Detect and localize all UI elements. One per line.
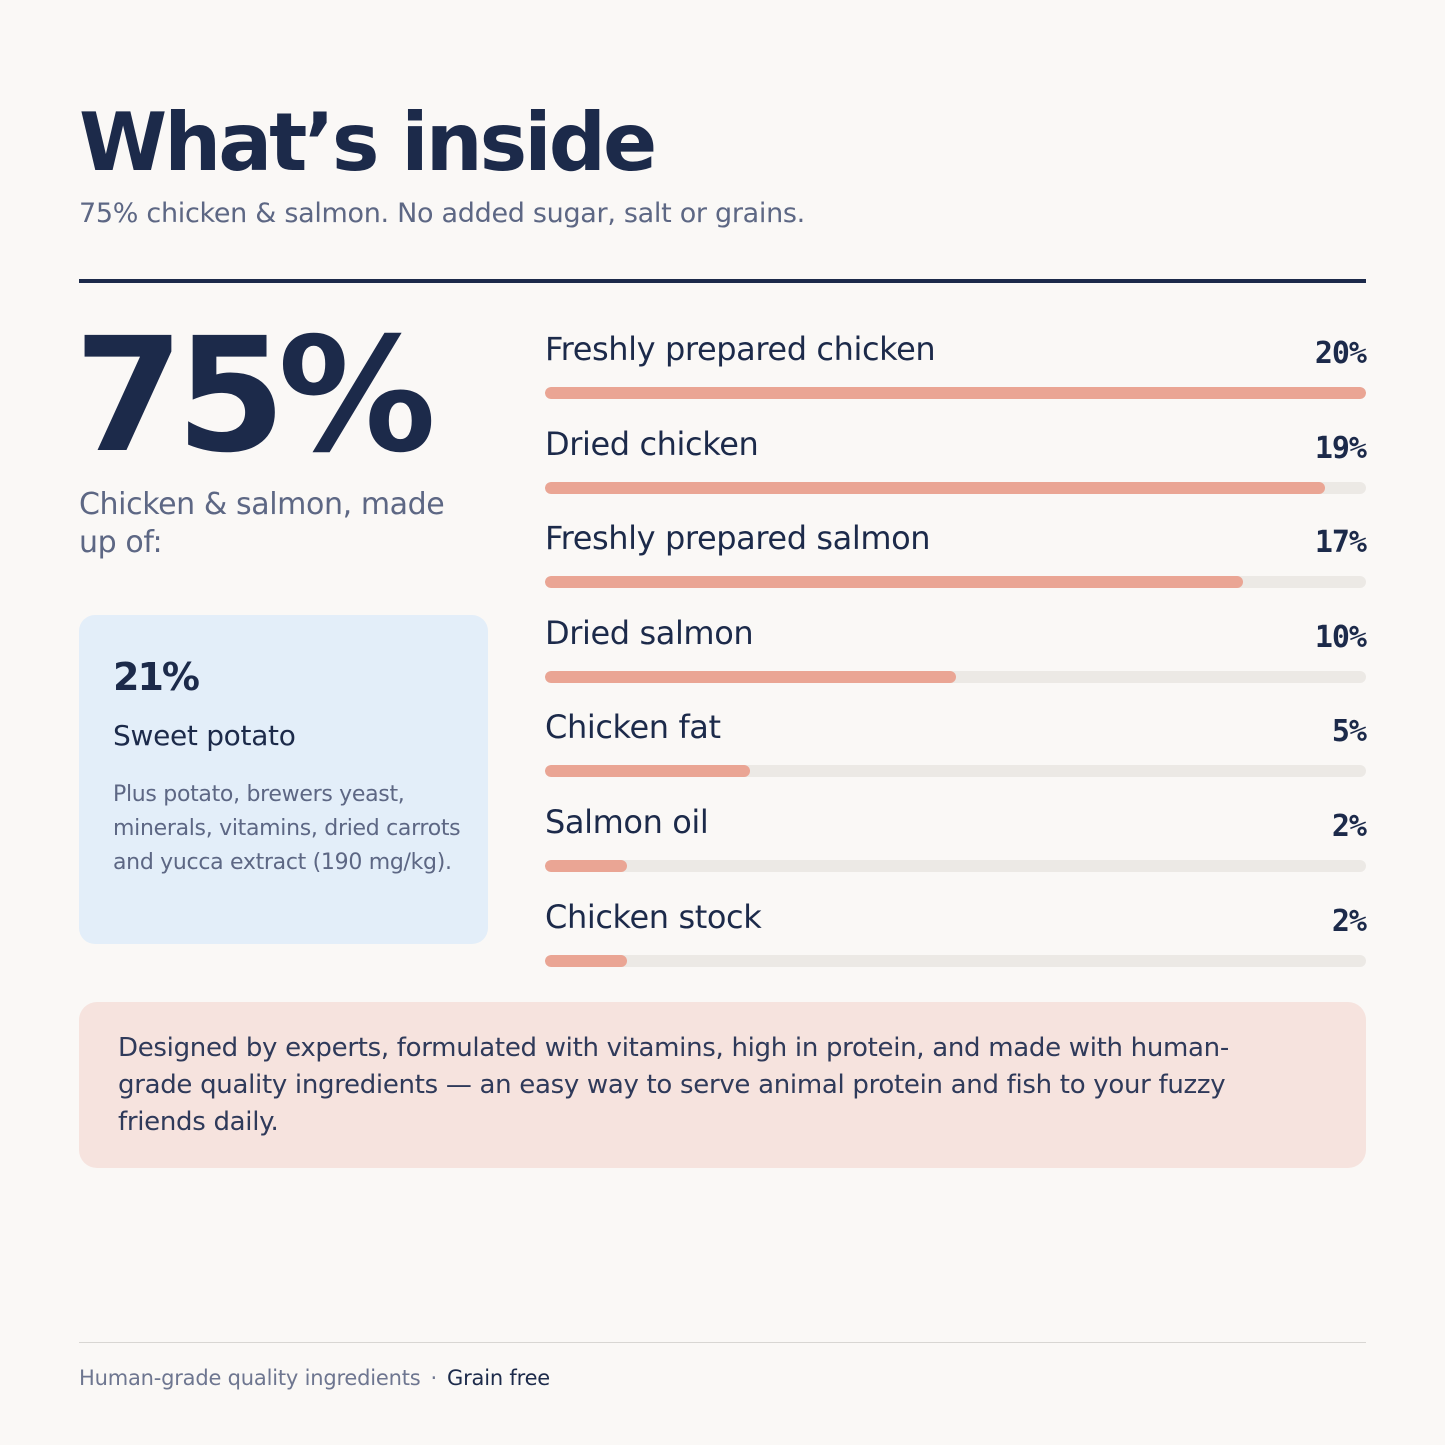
bar-value-label: 19% [1314,430,1367,466]
footer-left-text: Human-grade quality ingredients [79,1366,421,1390]
info-note-text: Designed by experts, formulated with vit… [118,1033,1229,1137]
footer-separator: · [430,1366,438,1390]
sweet-potato-card: 21% Sweet potato Plus potato, brewers ye… [79,615,488,944]
bar-label: Dried salmon [545,613,754,652]
bar-row: Chicken stock 2% [545,897,1367,993]
page-title: What’s inside [79,96,657,189]
bar-track [545,481,1366,494]
bar-label: Dried chicken [545,424,759,463]
info-note: Designed by experts, formulated with vit… [79,1002,1366,1168]
bar [545,765,751,778]
bar-track [545,670,1366,683]
bar-track [545,387,1366,399]
bar [545,670,956,683]
bar-label: Chicken fat [545,708,721,747]
bar-value-label: 20% [1314,336,1367,371]
bar-track [545,859,1366,872]
bar-row: Freshly prepared salmon 17% [545,519,1367,614]
bar [545,859,628,872]
bar-value-label: 5% [1331,714,1367,750]
bar-track [545,576,1366,589]
card-ingredient-name: Sweet potato [113,719,296,752]
bar-track [545,954,1366,967]
bar [545,481,1325,494]
total-percent: 75% [74,304,436,488]
footer-right-text: Grain free [447,1366,551,1390]
bar-label: Freshly prepared chicken [545,330,936,368]
page-subtitle: 75% chicken & salmon. No added sugar, sa… [79,198,805,229]
bar-row: Freshly prepared chicken 20% [545,330,1367,425]
bar-track [545,765,1366,778]
bar [545,387,1366,399]
bar [545,954,628,967]
footer-divider [79,1342,1366,1343]
bar-row: Dried salmon 10% [545,613,1367,709]
footer: Human-grade quality ingredients · Grain fr… [79,1366,550,1390]
bar-label: Salmon oil [545,802,709,841]
bar-row: Dried chicken 19% [545,424,1367,520]
bar-value-label: 17% [1314,525,1367,561]
total-caption: Chicken & salmon, made up of: [79,487,445,560]
bar-label: Freshly prepared salmon [545,519,931,558]
card-percent: 21% [113,655,200,699]
bar [545,576,1243,589]
header-divider [79,279,1366,283]
bar-value-label: 10% [1314,619,1367,655]
bar-row: Chicken fat 5% [545,708,1367,803]
bar-row: Salmon oil 2% [545,802,1367,898]
ingredient-bar-chart: Freshly prepared chicken 20% Dried chicken… [545,330,1367,993]
card-note: Plus potato, brewers yeast, minerals, vi… [113,782,461,875]
bar-label: Chicken stock [545,897,762,936]
bar-value-label: 2% [1331,903,1367,939]
bar-value-label: 2% [1331,808,1367,844]
